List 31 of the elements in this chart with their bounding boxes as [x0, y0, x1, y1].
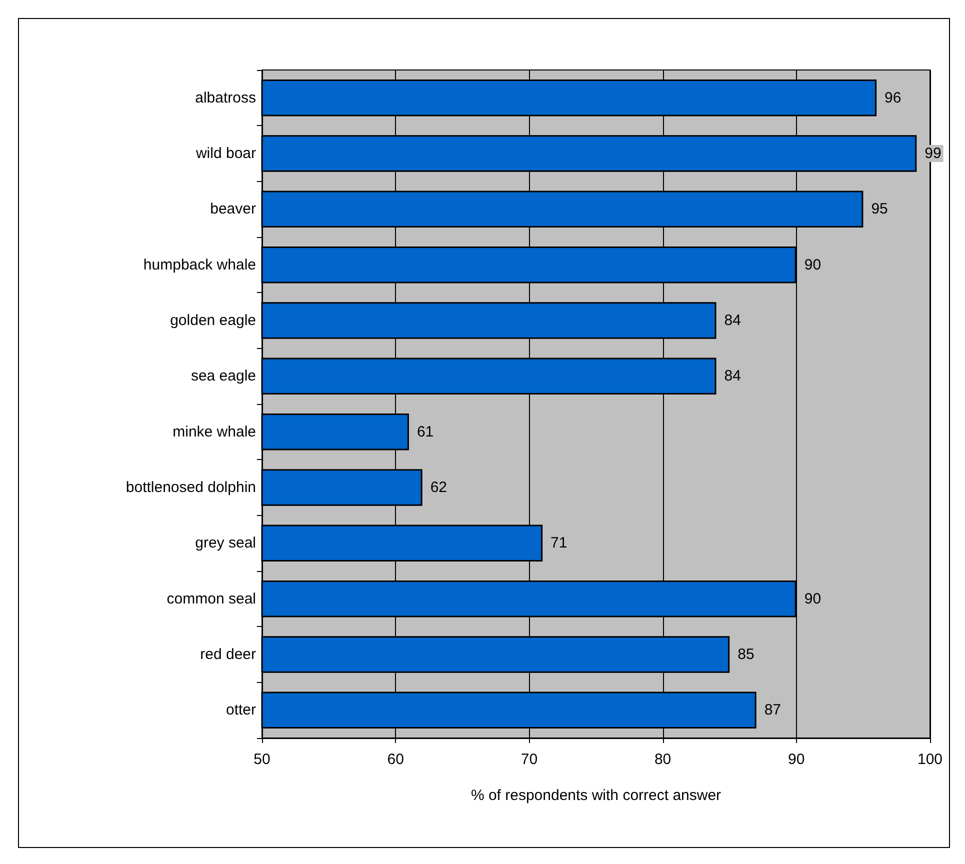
- data-label: 61: [416, 423, 434, 440]
- y-tick-label: albatross: [195, 89, 256, 106]
- data-label: 96: [884, 89, 902, 106]
- x-axis-title: % of respondents with correct answer: [470, 787, 722, 804]
- data-label: 90: [804, 590, 822, 608]
- x-tick-label: 100: [917, 751, 943, 768]
- x-tick-label: 60: [387, 751, 404, 768]
- y-tick-label: grey seal: [195, 534, 256, 552]
- data-label: 62: [430, 479, 448, 496]
- y-tick-label: red deer: [200, 646, 256, 663]
- data-label: 85: [738, 646, 754, 663]
- x-tick-label: 50: [254, 751, 270, 768]
- y-tick-label: wild boar: [194, 145, 256, 162]
- y-tick-label: otter: [226, 702, 256, 719]
- y-tick-label: minke whale: [172, 423, 256, 440]
- x-tick-label: 90: [788, 751, 805, 768]
- y-tick-label: bottlenosed dolphin: [126, 479, 256, 496]
- y-tick-label: humpback whale: [143, 256, 256, 274]
- data-label: 87: [764, 702, 782, 719]
- y-tick-label: common seal: [166, 590, 256, 608]
- data-label: 90: [804, 256, 822, 274]
- x-tick-label: 70: [520, 751, 538, 768]
- data-label: 84: [724, 312, 741, 329]
- data-label: 71: [550, 534, 568, 552]
- data-label: 95: [871, 200, 888, 218]
- data-label: 84: [724, 368, 741, 385]
- x-tick-label: 80: [654, 751, 672, 768]
- y-tick-label: sea eagle: [190, 368, 256, 385]
- y-tick-label: beaver: [210, 200, 256, 218]
- data-label: 99: [924, 145, 942, 162]
- y-tick-label: golden eagle: [170, 312, 256, 329]
